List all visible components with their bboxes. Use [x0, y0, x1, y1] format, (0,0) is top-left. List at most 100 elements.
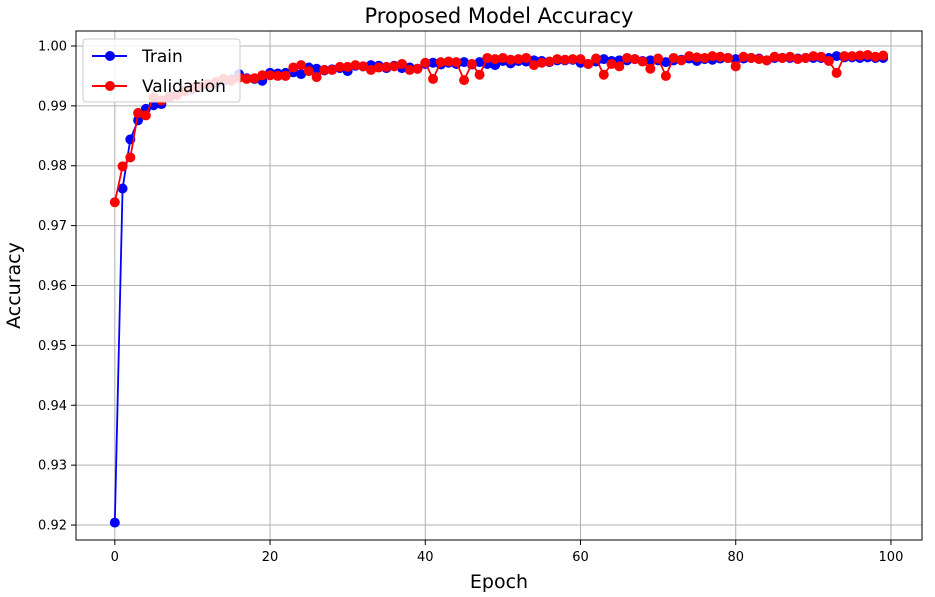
data-point-validation	[816, 51, 827, 62]
data-point-validation	[722, 52, 733, 63]
data-point-validation	[591, 53, 602, 64]
legend-entry-validation: Validation	[92, 77, 226, 97]
x-tick-label-20: 20	[262, 550, 279, 565]
data-point-validation	[777, 52, 788, 63]
y-tick-label-5: 0.97	[38, 219, 67, 234]
legend-label-train: Train	[141, 47, 183, 67]
data-point-validation	[552, 54, 563, 65]
data-point-validation	[443, 56, 454, 67]
x-tick-label-40: 40	[417, 550, 434, 565]
data-point-validation	[288, 62, 299, 73]
data-point-train	[474, 57, 485, 68]
data-point-validation	[684, 51, 695, 62]
data-point-validation	[125, 152, 136, 163]
data-point-validation	[428, 73, 439, 84]
series-train	[109, 51, 889, 528]
data-point-validation	[785, 51, 796, 62]
data-point-train	[117, 183, 128, 194]
y-tick-label-6: 0.98	[38, 159, 67, 174]
data-point-train	[660, 57, 671, 68]
data-point-validation	[637, 56, 648, 67]
data-point-validation	[280, 70, 291, 81]
legend-label-validation: Validation	[142, 77, 226, 97]
data-point-validation	[117, 161, 128, 172]
data-point-validation	[505, 54, 516, 65]
data-point-validation	[497, 52, 508, 63]
data-point-validation	[715, 51, 726, 62]
data-point-validation	[614, 61, 625, 72]
data-point-validation	[365, 64, 376, 75]
data-point-validation	[761, 55, 772, 66]
data-point-validation	[389, 61, 400, 72]
data-point-validation	[249, 73, 260, 84]
data-point-validation	[327, 64, 338, 75]
data-point-validation	[490, 54, 501, 65]
data-point-train	[645, 55, 656, 66]
data-point-validation	[622, 52, 633, 63]
legend-entry-train: Train	[92, 47, 183, 67]
data-point-validation	[583, 58, 594, 69]
data-point-validation	[676, 55, 687, 66]
y-tick-label-1: 0.93	[38, 459, 67, 474]
data-point-validation	[854, 50, 865, 61]
x-tick-label-60: 60	[572, 550, 589, 565]
grid-lines	[76, 31, 922, 540]
data-point-train	[109, 517, 120, 528]
y-tick-label-3: 0.95	[38, 339, 67, 354]
data-point-validation	[133, 108, 144, 119]
data-point-validation	[404, 64, 415, 75]
data-point-train	[428, 57, 439, 68]
data-point-validation	[769, 51, 780, 62]
data-point-validation	[878, 50, 889, 61]
data-point-validation	[350, 60, 361, 71]
y-tick-label-7: 0.99	[38, 99, 67, 114]
legend-swatch-marker-validation	[105, 81, 115, 91]
data-point-validation	[528, 60, 539, 71]
data-point-validation	[342, 61, 353, 72]
data-point-train	[831, 51, 842, 62]
data-point-validation	[265, 70, 276, 81]
data-point-validation	[381, 61, 392, 72]
data-point-validation	[598, 69, 609, 80]
data-point-validation	[668, 52, 679, 63]
data-point-validation	[396, 58, 407, 69]
data-point-validation	[358, 61, 369, 72]
data-point-validation	[567, 54, 578, 65]
data-point-validation	[296, 60, 307, 71]
data-point-validation	[808, 51, 819, 62]
data-point-validation	[334, 61, 345, 72]
data-point-validation	[140, 110, 151, 121]
y-tick-label-8: 1.00	[38, 39, 67, 54]
data-point-validation	[730, 61, 741, 72]
data-point-validation	[839, 51, 850, 62]
data-point-validation	[575, 54, 586, 65]
data-point-validation	[831, 67, 842, 78]
data-point-validation	[559, 54, 570, 65]
data-point-validation	[792, 54, 803, 65]
y-tick-label-4: 0.96	[38, 279, 67, 294]
data-point-train	[311, 63, 322, 74]
data-point-validation	[870, 51, 881, 62]
data-point-validation	[847, 51, 858, 62]
data-point-validation	[466, 58, 477, 69]
data-point-validation	[474, 69, 485, 80]
data-point-validation	[311, 72, 322, 83]
data-point-validation	[451, 57, 462, 68]
chart-title: Proposed Model Accuracy	[365, 4, 634, 28]
y-tick-label-2: 0.94	[38, 399, 67, 414]
x-axis-label: Epoch	[470, 571, 528, 593]
data-point-validation	[862, 49, 873, 60]
data-point-validation	[746, 52, 757, 63]
data-point-validation	[459, 75, 470, 86]
data-point-validation	[660, 70, 671, 81]
data-point-validation	[738, 51, 749, 62]
series-line-train	[113, 55, 884, 523]
x-tick-label-0: 0	[111, 550, 119, 565]
data-point-validation	[319, 64, 330, 75]
data-point-validation	[482, 52, 493, 63]
data-point-validation	[513, 54, 524, 65]
data-point-validation	[754, 54, 765, 65]
data-point-validation	[691, 52, 702, 63]
data-point-validation	[241, 73, 252, 84]
